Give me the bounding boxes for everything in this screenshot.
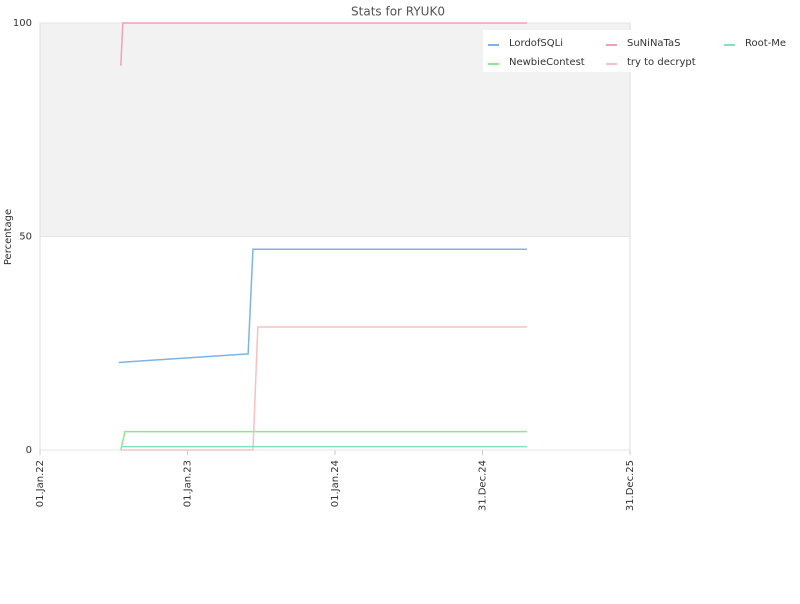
y-axis-label: Percentage xyxy=(3,209,14,265)
chart-title: Stats for RYUK0 xyxy=(351,5,445,19)
legend-label: try to decrypt xyxy=(627,57,696,68)
series-line xyxy=(118,248,527,364)
series-line xyxy=(120,326,527,451)
x-tick-label: 31.Dec.25 xyxy=(625,460,636,511)
x-tick-label: 31.Dec.24 xyxy=(478,460,489,511)
legend-box xyxy=(483,30,783,72)
series-line xyxy=(120,22,527,66)
x-tick-label: 01.Jan.22 xyxy=(35,460,46,507)
y-tick-label: 0 xyxy=(26,445,32,456)
x-tick-label: 01.Jan.24 xyxy=(330,460,341,507)
legend-label: NewbieContest xyxy=(509,57,585,68)
y-tick-label: 50 xyxy=(19,232,32,243)
series-line xyxy=(120,430,527,451)
legend-label: LordofSQLi xyxy=(509,38,563,49)
x-tick-label: 01.Jan.23 xyxy=(183,460,194,507)
legend-label: SuNiNaTaS xyxy=(627,38,680,49)
y-tick-label: 100 xyxy=(13,18,32,29)
legend-label: Root-Me xyxy=(745,38,786,49)
